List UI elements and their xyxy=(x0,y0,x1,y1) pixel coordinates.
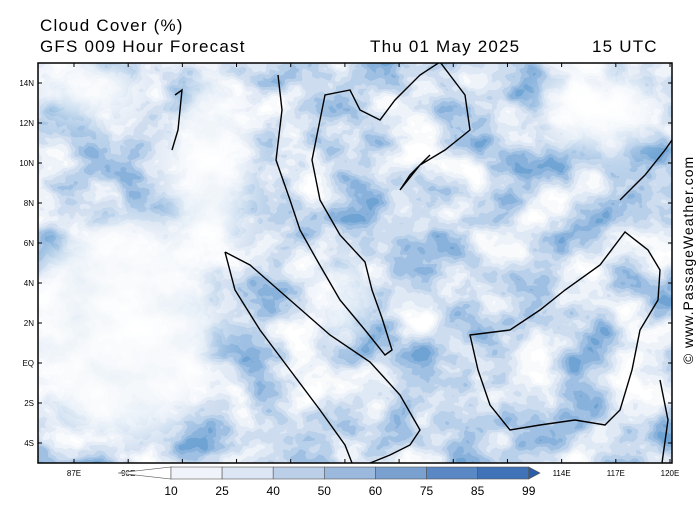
lon-label: 117E xyxy=(607,469,625,478)
colorbar-segment xyxy=(375,466,427,480)
lat-label: 8N xyxy=(24,199,34,208)
colorbar-label: 85 xyxy=(471,484,485,498)
lat-label: EQ xyxy=(22,359,34,368)
colorbar-label: 50 xyxy=(318,484,332,498)
colorbar-label: 99 xyxy=(522,484,536,498)
model: GFS 009 Hour Forecast xyxy=(40,37,246,56)
colorbar-segment xyxy=(477,466,530,480)
lat-label: 2N xyxy=(24,319,34,328)
colorbar-segment xyxy=(323,466,376,480)
title: Cloud Cover (%) xyxy=(40,16,184,35)
lat-label: 4N xyxy=(24,279,34,288)
lat-label: 10N xyxy=(19,159,34,168)
lat-label: 14N xyxy=(19,79,34,88)
colorbar-segment xyxy=(221,466,274,480)
lon-label: 114E xyxy=(553,469,571,478)
watermark: © www.PassageWeather.com xyxy=(680,156,696,364)
map-field xyxy=(38,63,672,463)
lat-label: 12N xyxy=(19,119,34,128)
colorbar-segment xyxy=(272,466,325,480)
lat-label: 6N xyxy=(24,239,34,248)
colorbar-segment xyxy=(170,466,223,480)
coastlines xyxy=(171,63,672,463)
lat-label: 2S xyxy=(24,399,34,408)
lon-label: 87E xyxy=(67,469,81,478)
lon-label: 120E xyxy=(661,469,680,478)
colorbar-label: 60 xyxy=(369,484,383,498)
time: 15 UTC xyxy=(592,37,658,56)
lat-label: 4S xyxy=(24,439,34,448)
colorbar-segment xyxy=(426,466,478,480)
colorbar-label: 40 xyxy=(267,484,281,498)
colorbar-label: 75 xyxy=(420,484,434,498)
colorbar-label: 25 xyxy=(215,484,229,498)
colorbar-label: 10 xyxy=(164,484,178,498)
map-frame xyxy=(37,62,673,464)
colorbar-end xyxy=(528,466,541,480)
colorbar: 10 25 40 50 60 75 85 99 xyxy=(117,466,541,498)
date: Thu 01 May 2025 xyxy=(370,37,520,56)
